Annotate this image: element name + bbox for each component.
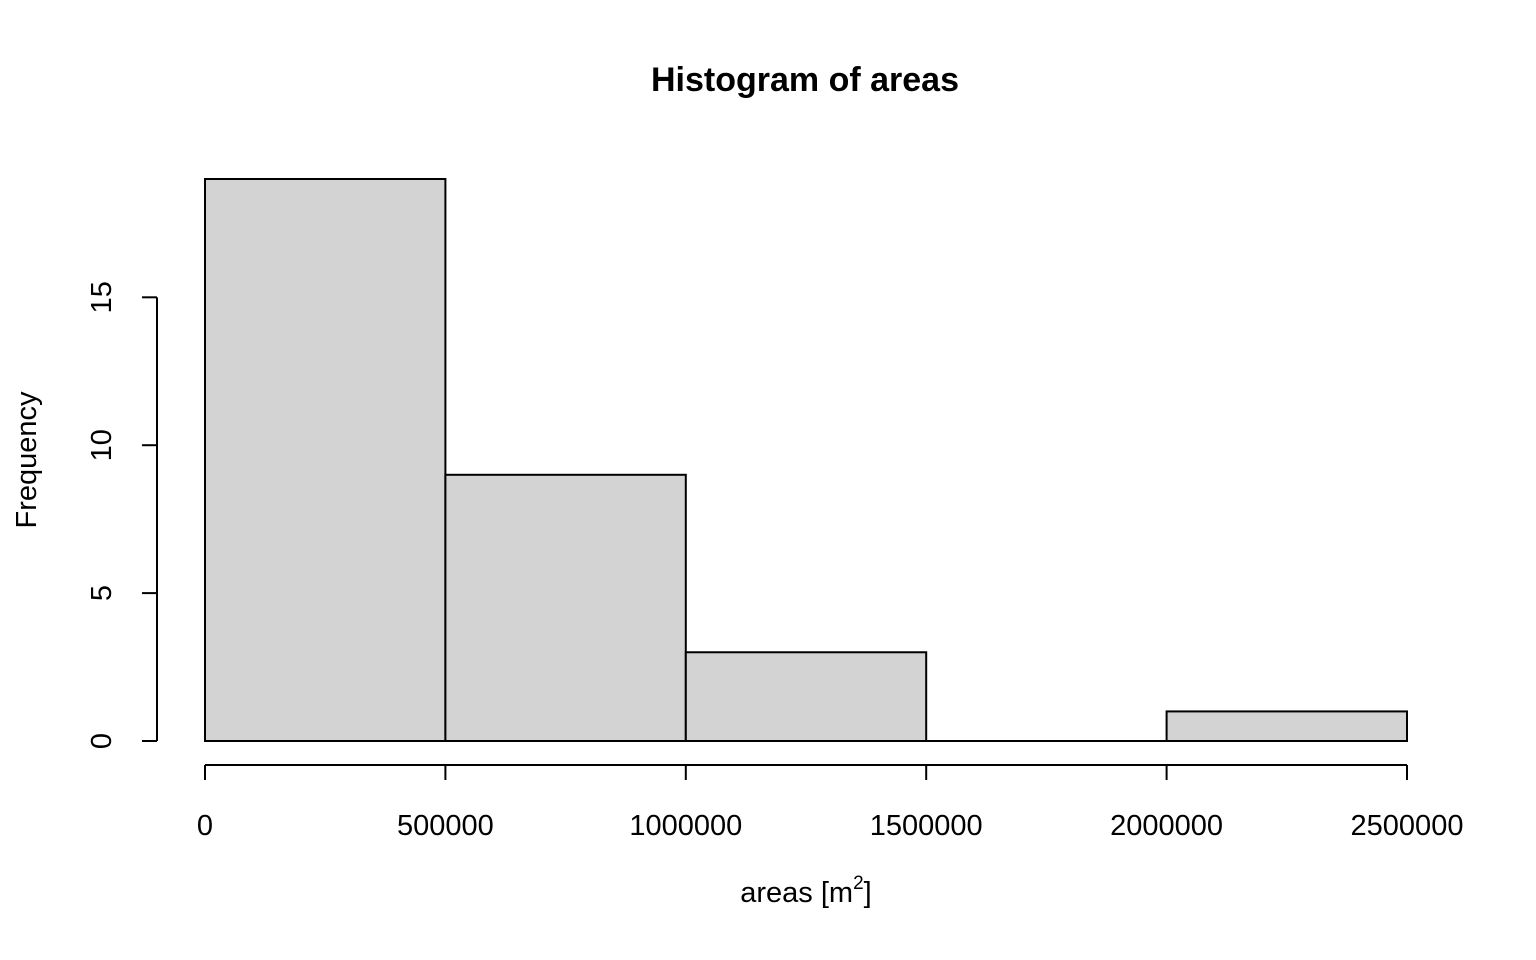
y-tick-label: 0 xyxy=(86,733,118,749)
y-axis: 0 5 10 15 xyxy=(86,281,158,749)
x-axis-label-superscript: 2 xyxy=(853,873,864,894)
histogram-bar-2 xyxy=(684,651,928,743)
x-tick-label: 2500000 xyxy=(1351,810,1464,842)
x-tick-label: 500000 xyxy=(397,810,494,842)
x-tick-label: 1500000 xyxy=(870,810,983,842)
y-tick-label: 15 xyxy=(86,281,118,313)
y-tick-label: 10 xyxy=(86,429,118,461)
x-tick-label: 2000000 xyxy=(1110,810,1223,842)
x-axis: 0 500000 1000000 1500000 2000000 2500000 xyxy=(197,764,1464,842)
x-axis-ticks: 0 500000 1000000 1500000 2000000 2500000 xyxy=(197,765,1464,842)
x-axis-label-base: areas [m xyxy=(740,877,853,909)
histogram-bar-1 xyxy=(444,473,687,742)
histogram-bars xyxy=(204,178,1408,743)
x-axis-label: areas [m2] xyxy=(740,873,871,909)
x-tick-label: 1000000 xyxy=(629,810,742,842)
histogram-bar-4 xyxy=(1165,710,1408,743)
x-tick-label: 0 xyxy=(197,810,213,842)
x-axis-label-suffix: ] xyxy=(864,877,872,909)
y-axis-label: Frequency xyxy=(11,391,43,529)
histogram-bar-0 xyxy=(204,178,447,742)
y-axis-ticks: 0 5 10 15 xyxy=(86,281,157,749)
chart-title: Histogram of areas xyxy=(651,61,959,99)
y-tick-label: 5 xyxy=(86,585,118,601)
